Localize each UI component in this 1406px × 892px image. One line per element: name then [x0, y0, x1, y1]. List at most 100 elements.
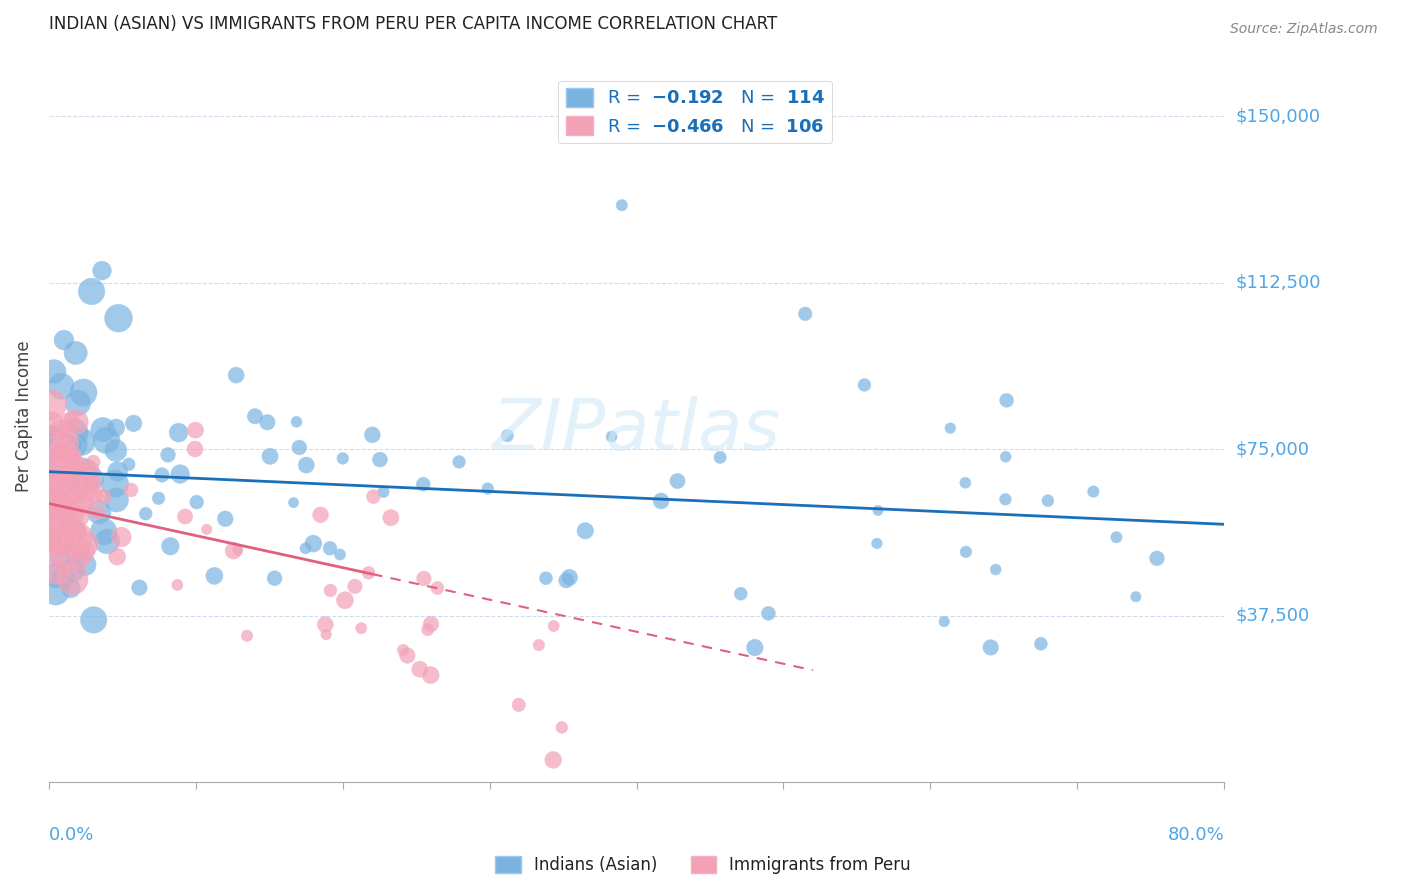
- Point: [48, 535, 70, 549]
- Point: [70, 434, 93, 449]
- Point: [80, 475, 103, 489]
- Point: [551, 720, 574, 734]
- Point: [72, 385, 94, 400]
- Point: [150, 467, 173, 482]
- Point: [91, 490, 114, 504]
- Point: [83, 613, 105, 627]
- Point: [186, 495, 208, 509]
- Point: [63, 526, 86, 541]
- Point: [65, 508, 87, 522]
- Point: [120, 483, 142, 497]
- Point: [41, 470, 63, 484]
- Point: [75, 481, 97, 495]
- Point: [361, 427, 384, 442]
- Point: [82, 455, 104, 469]
- Point: [55, 518, 77, 533]
- Point: [60, 452, 83, 467]
- Point: [610, 198, 633, 212]
- Point: [93, 524, 115, 539]
- Point: [302, 536, 325, 550]
- Point: [49, 534, 72, 549]
- Point: [79, 472, 101, 486]
- Point: [166, 578, 188, 592]
- Point: [48, 522, 70, 536]
- Point: [419, 668, 441, 682]
- Point: [55, 434, 77, 449]
- Point: [53, 458, 76, 473]
- Point: [107, 465, 129, 479]
- Point: [42, 448, 65, 462]
- Point: [46, 537, 69, 551]
- Point: [60, 524, 83, 539]
- Point: [118, 458, 141, 472]
- Point: [65, 523, 87, 537]
- Point: [541, 753, 564, 767]
- Point: [42, 365, 65, 379]
- Point: [62, 573, 84, 587]
- Point: [44, 498, 66, 512]
- Point: [256, 415, 278, 429]
- Point: [555, 574, 578, 588]
- Point: [496, 428, 519, 442]
- Point: [105, 493, 128, 508]
- Point: [45, 568, 67, 582]
- Point: [666, 474, 689, 488]
- Point: [39, 486, 62, 500]
- Point: [412, 572, 434, 586]
- Point: [39, 498, 62, 512]
- Point: [104, 443, 127, 458]
- Point: [59, 538, 82, 552]
- Point: [236, 629, 259, 643]
- Point: [39, 488, 62, 502]
- Point: [1146, 551, 1168, 566]
- Point: [350, 621, 373, 635]
- Point: [44, 433, 66, 447]
- Point: [46, 483, 69, 498]
- Point: [315, 627, 337, 641]
- Point: [44, 516, 66, 530]
- Point: [52, 498, 75, 512]
- Point: [333, 593, 356, 607]
- Point: [319, 541, 342, 556]
- Point: [53, 333, 76, 347]
- Point: [58, 450, 80, 465]
- Point: [59, 582, 82, 596]
- Point: [794, 307, 817, 321]
- Point: [44, 457, 66, 471]
- Point: [70, 493, 93, 508]
- Point: [73, 467, 96, 481]
- Point: [39, 531, 62, 545]
- Point: [77, 479, 100, 493]
- Point: [558, 570, 581, 584]
- Point: [42, 433, 65, 447]
- Point: [55, 431, 77, 445]
- Point: [39, 531, 62, 545]
- Point: [650, 494, 672, 508]
- Point: [55, 558, 77, 572]
- Text: Source: ZipAtlas.com: Source: ZipAtlas.com: [1230, 22, 1378, 37]
- Point: [1083, 484, 1105, 499]
- Point: [48, 491, 70, 505]
- Point: [72, 465, 94, 479]
- Point: [534, 571, 557, 585]
- Point: [709, 450, 731, 465]
- Point: [42, 475, 65, 490]
- Point: [75, 537, 97, 551]
- Point: [380, 510, 402, 524]
- Point: [63, 437, 86, 451]
- Point: [994, 492, 1017, 507]
- Point: [357, 566, 380, 580]
- Point: [45, 525, 67, 540]
- Point: [53, 493, 76, 508]
- Point: [159, 539, 181, 553]
- Text: $112,500: $112,500: [1236, 274, 1320, 292]
- Point: [39, 519, 62, 533]
- Point: [409, 662, 432, 676]
- Point: [56, 464, 79, 478]
- Point: [65, 543, 87, 558]
- Point: [363, 490, 385, 504]
- Point: [66, 464, 89, 478]
- Text: ZIPatlas: ZIPatlas: [492, 396, 780, 465]
- Point: [263, 571, 285, 585]
- Point: [39, 495, 62, 509]
